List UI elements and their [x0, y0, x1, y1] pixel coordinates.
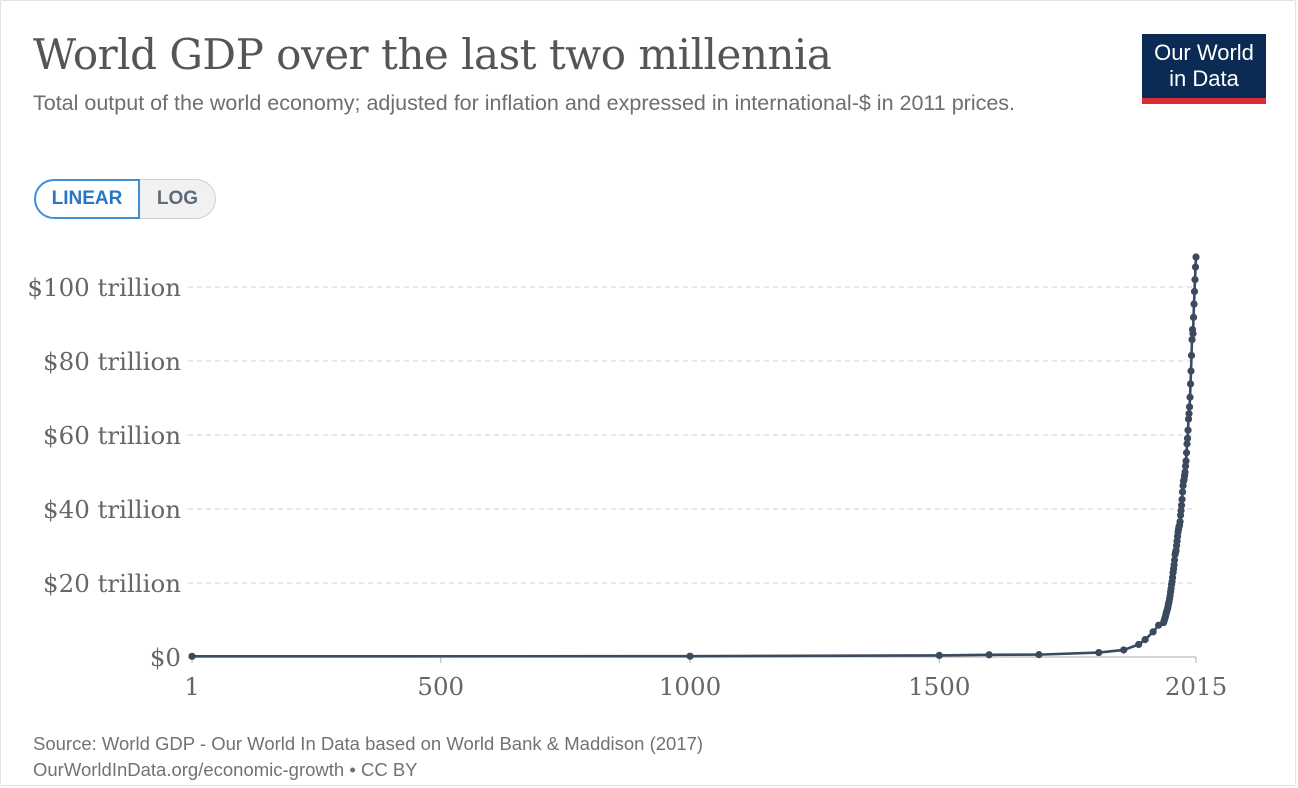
data-point: [1191, 263, 1200, 271]
data-point: [1185, 403, 1194, 411]
data-point: [188, 652, 196, 660]
y-tick-label: $20 trillion: [43, 569, 181, 598]
data-point: [1184, 415, 1193, 423]
data-point: [1149, 628, 1157, 636]
data-point: [935, 651, 943, 660]
data-point: [1188, 335, 1196, 344]
owid-logo[interactable]: Our World in Data: [1142, 34, 1266, 104]
y-tick-label: $80 trillion: [43, 347, 181, 376]
x-tick-label: 1500: [908, 672, 970, 701]
data-point: [1187, 351, 1196, 360]
y-tick-label: $40 trillion: [43, 495, 181, 524]
data-point: [1178, 495, 1186, 503]
data-point: [1177, 501, 1186, 509]
linear-scale-button[interactable]: LINEAR: [34, 179, 140, 219]
data-point: [1182, 457, 1190, 465]
gdp-line-chart: $0 $20 trillion $40 trillion $60 trillion $8…: [27, 253, 1227, 701]
data-point: [1191, 276, 1199, 284]
data-point: [1095, 648, 1103, 657]
data-point: [1190, 287, 1199, 296]
data-point: [1182, 449, 1191, 457]
data-point: [1186, 393, 1194, 401]
data-point: [686, 652, 694, 660]
data-point: [1184, 426, 1192, 434]
x-tick-label: 500: [417, 672, 464, 701]
series-line: [191, 256, 1198, 658]
data-point: [985, 651, 993, 659]
x-tick-label: 1: [184, 672, 200, 701]
page-title: World GDP over the last two millennia: [33, 30, 832, 79]
data-point: [1170, 556, 1179, 564]
data-point: [1190, 300, 1198, 308]
data-point: [1181, 462, 1190, 470]
logo-line-1: Our World: [1154, 40, 1254, 65]
data-point: [1183, 440, 1191, 448]
data-point: [1187, 367, 1195, 375]
data-point: [1178, 488, 1187, 496]
data-point: [1135, 640, 1143, 649]
data-point: [1141, 636, 1149, 644]
y-tick-label: $60 trillion: [43, 421, 181, 450]
chart-subtitle: Total output of the world economy; adjus…: [33, 91, 1016, 115]
data-point: [1177, 506, 1185, 515]
source-text: Source: World GDP - Our World In Data ba…: [33, 733, 704, 754]
source-link[interactable]: OurWorldInData.org/economic-growth • CC …: [33, 759, 418, 780]
data-point: [1189, 313, 1198, 321]
data-point: [1192, 253, 1200, 261]
data-point: [1176, 517, 1184, 526]
data-point: [1035, 651, 1043, 659]
data-point: [1181, 468, 1189, 476]
scale-toggle: LINEAR LOG: [34, 179, 216, 219]
logo-line-2: in Data: [1169, 66, 1239, 91]
data-point: [1186, 380, 1195, 388]
chart-source: Source: World GDP - Our World In Data ba…: [33, 731, 703, 783]
y-tick-label: $0: [150, 643, 181, 672]
x-tick-label: 1000: [659, 672, 721, 701]
data-point: [1183, 434, 1192, 442]
data-point: [1120, 646, 1128, 654]
log-scale-button[interactable]: LOG: [140, 179, 216, 219]
y-tick-label: $100 trillion: [27, 273, 181, 302]
x-tick-label: 2015: [1165, 672, 1227, 701]
data-point: [1189, 330, 1197, 338]
data-point: [1185, 409, 1193, 418]
